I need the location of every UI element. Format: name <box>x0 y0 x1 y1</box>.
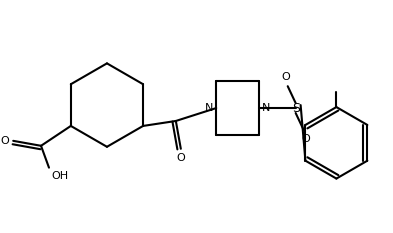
Text: S: S <box>292 102 300 115</box>
Text: OH: OH <box>51 171 68 181</box>
Text: O: O <box>176 153 185 163</box>
Text: N: N <box>262 103 270 113</box>
Text: O: O <box>0 136 9 146</box>
Text: O: O <box>281 72 290 82</box>
Text: N: N <box>205 103 213 113</box>
Text: O: O <box>301 134 310 144</box>
